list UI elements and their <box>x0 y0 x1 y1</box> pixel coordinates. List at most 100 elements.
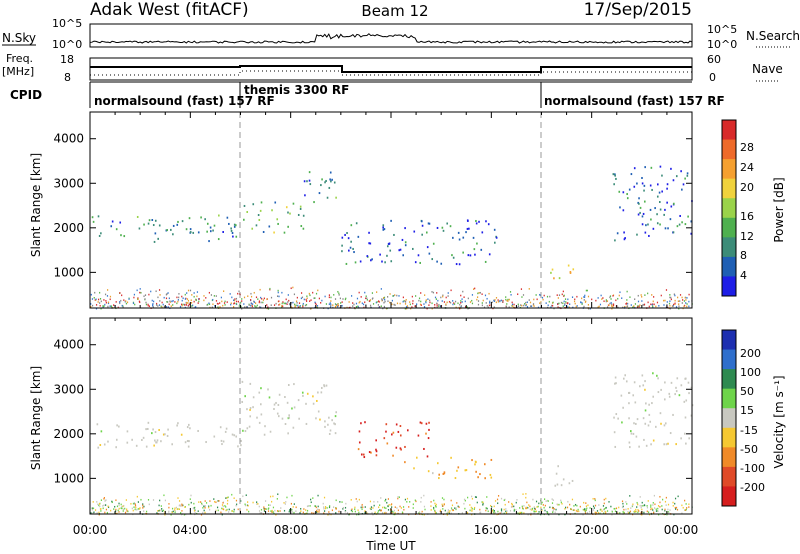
scatter-region-5-mark <box>612 173 615 176</box>
ground-scatter-mark <box>439 509 442 512</box>
ground-scatter-mark <box>122 306 124 308</box>
ground-scatter-mark <box>303 298 305 301</box>
ground-scatter-mark <box>611 513 613 516</box>
scatter-region-3-mark <box>466 227 469 230</box>
ground-scatter-mark <box>278 304 280 306</box>
ground-scatter-mark <box>122 510 124 512</box>
ground-scatter-mark <box>471 510 473 512</box>
scatter-region-2-mark <box>399 425 402 428</box>
scatter-region-0-mark <box>156 439 159 442</box>
ground-scatter-mark <box>222 508 224 510</box>
ground-scatter-mark <box>454 300 457 303</box>
ground-scatter-mark <box>269 495 272 498</box>
ground-scatter-mark <box>178 504 180 507</box>
scatter-region-5-mark <box>614 239 616 242</box>
ground-scatter-mark <box>312 512 315 515</box>
ground-scatter-mark <box>300 507 302 510</box>
scatter-region-5-mark <box>666 183 669 186</box>
ground-scatter-mark <box>660 294 662 297</box>
ground-scatter-mark <box>505 305 508 308</box>
ground-scatter-mark <box>365 304 367 306</box>
ground-scatter-mark <box>95 307 98 310</box>
scatter-region-1-mark <box>325 384 328 387</box>
ground-scatter-mark <box>119 302 121 305</box>
ground-scatter-mark <box>412 300 414 302</box>
ground-scatter-mark <box>583 299 585 301</box>
ground-scatter-mark <box>486 297 488 300</box>
power-colorbar-cells <box>722 120 736 297</box>
ground-scatter-mark <box>677 300 679 303</box>
ground-scatter-mark <box>653 511 655 514</box>
ground-scatter-mark <box>291 301 293 304</box>
ground-scatter-mark <box>688 300 690 303</box>
ground-scatter-mark <box>497 299 499 301</box>
ground-scatter-mark <box>380 497 382 499</box>
ground-scatter-mark <box>140 291 142 294</box>
ground-scatter-mark <box>250 304 252 307</box>
ground-scatter-mark <box>350 509 353 512</box>
scatter-region-5-mark <box>688 437 690 440</box>
ground-scatter-mark <box>494 299 496 301</box>
ground-scatter-mark <box>377 304 380 306</box>
ground-scatter-mark <box>102 507 104 510</box>
ground-scatter-mark <box>378 506 380 509</box>
scatter-region-5-mark <box>651 188 653 191</box>
ground-scatter-mark <box>103 496 105 499</box>
ground-scatter-mark <box>296 301 298 304</box>
ground-scatter-mark <box>139 301 141 304</box>
scatter-region-0-mark <box>235 435 238 438</box>
scatter-region-5-mark <box>645 224 647 227</box>
ground-scatter-mark <box>573 505 575 507</box>
ground-scatter-mark <box>298 302 301 304</box>
ground-scatter-mark <box>387 296 389 298</box>
ground-scatter-mark <box>263 506 265 509</box>
ground-scatter-mark <box>105 499 107 501</box>
freq-label: Freq. <box>6 52 33 65</box>
ground-scatter-mark <box>159 294 161 296</box>
ground-scatter-mark <box>678 307 680 310</box>
scatter-region-1-mark <box>289 212 291 215</box>
ground-scatter-mark <box>171 507 174 510</box>
ground-scatter-mark <box>455 306 457 309</box>
ground-scatter-mark <box>292 286 294 289</box>
ground-scatter-mark <box>160 505 162 507</box>
ground-scatter-mark <box>163 305 165 308</box>
scatter-region-0-mark <box>115 438 118 441</box>
ground-scatter-mark <box>581 302 583 304</box>
ground-scatter-mark <box>569 508 572 510</box>
ground-scatter-mark <box>673 513 675 516</box>
ground-scatter-mark <box>241 300 243 302</box>
ground-scatter-mark <box>655 305 657 308</box>
ground-scatter-mark <box>103 299 105 301</box>
ground-scatter-mark <box>661 508 663 511</box>
scatter-region-5-mark <box>688 392 690 395</box>
ground-scatter-mark <box>116 512 118 515</box>
ground-scatter-mark <box>653 303 655 306</box>
ground-scatter-mark <box>442 294 444 297</box>
ground-scatter-mark <box>571 498 574 501</box>
scatter-region-5-mark <box>624 374 627 377</box>
cpid-row: CPID normalsound (fast) 157 RF themis 33… <box>10 81 725 108</box>
ground-scatter-mark <box>182 297 184 300</box>
ground-scatter-mark <box>373 500 375 503</box>
ground-scatter-mark <box>528 504 530 506</box>
ground-scatter-mark <box>675 508 677 510</box>
scatter-region-3-mark <box>390 260 393 263</box>
scatter-region-3-mark <box>456 469 458 472</box>
scatter-region-2-mark <box>360 453 363 456</box>
ground-scatter-mark <box>637 305 639 307</box>
ground-scatter-mark <box>118 504 120 507</box>
ground-scatter-mark <box>397 509 399 512</box>
ground-scatter-mark <box>629 296 631 298</box>
ground-scatter-mark <box>383 296 386 299</box>
ground-scatter-mark <box>188 303 190 306</box>
ground-scatter-mark <box>137 298 139 300</box>
ground-scatter-mark <box>371 512 373 514</box>
ground-scatter-mark <box>397 497 399 500</box>
scatter-region-3-mark <box>402 254 405 257</box>
scatter-region-4-mark <box>558 277 561 280</box>
ground-scatter-mark <box>495 297 498 299</box>
ground-scatter-mark <box>383 512 385 514</box>
ground-scatter-mark <box>464 300 466 303</box>
ground-scatter-mark <box>523 505 525 507</box>
